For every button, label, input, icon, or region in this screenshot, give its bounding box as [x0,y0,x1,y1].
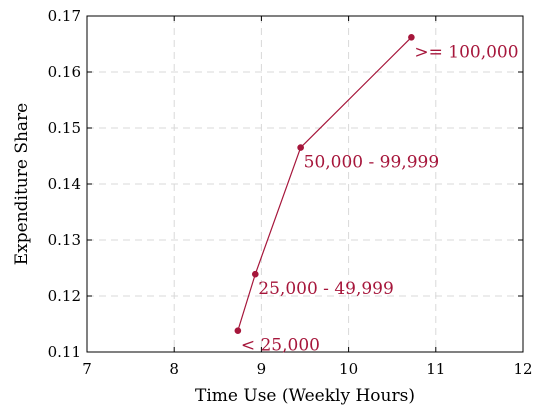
y-tick-label: 0.14 [48,175,81,193]
y-tick-label: 0.16 [48,63,81,81]
y-tick-label: 0.15 [48,119,81,137]
data-point [297,144,304,151]
x-tick-label: 9 [257,360,267,378]
data-point-label: 25,000 - 49,999 [258,279,394,299]
series-line [237,36,412,331]
series: < 25,000 25,000 - 49,999 50,000 - 99,999 >=… [234,33,519,356]
data-point-label: < 25,000 [241,336,320,356]
data-point [234,327,242,335]
x-tick-label: 8 [169,360,179,378]
x-axis-title: Time Use (Weekly Hours) [195,386,415,406]
data-point-label: >= 100,000 [414,42,518,62]
data-point-label: 50,000 - 99,999 [304,153,440,173]
y-tick-label: 0.17 [48,7,81,25]
y-tick-label: 0.11 [48,343,81,361]
y-tick-labels: 0.11 0.12 0.13 0.14 0.15 0.16 0.17 [48,7,81,361]
y-tick-label: 0.12 [48,287,81,305]
ticks [86,15,524,353]
data-point [251,270,259,278]
x-tick-label: 11 [426,360,445,378]
y-tick-label: 0.13 [48,231,81,249]
x-tick-labels: 7 8 9 10 11 12 [82,360,532,378]
x-tick-label: 12 [513,360,532,378]
y-axis-title: Expenditure Share [12,103,32,266]
grid [87,16,523,352]
x-tick-label: 7 [82,360,92,378]
data-point [408,33,415,41]
x-tick-label: 10 [339,360,358,378]
